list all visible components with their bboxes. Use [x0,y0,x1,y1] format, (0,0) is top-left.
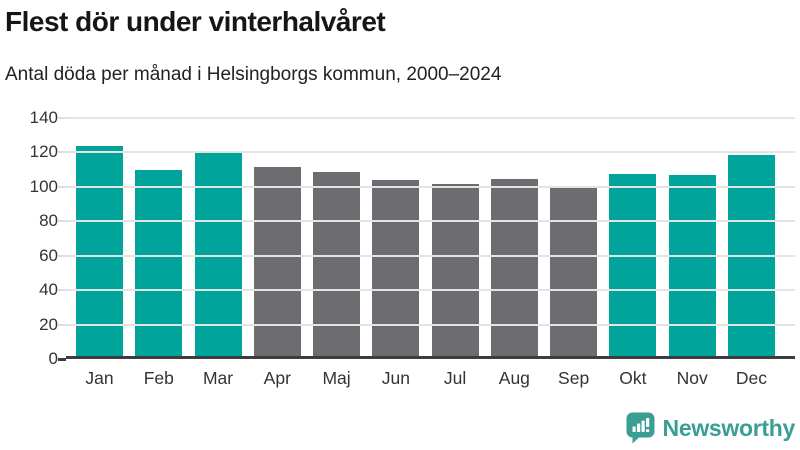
y-axis-label-100: 100 [29,176,58,196]
x-axis-label-mar: Mar [202,368,234,388]
y-axis-label-140: 140 [29,108,58,127]
y-tick-140 [58,117,66,119]
bar-jul [431,184,479,356]
bar-maj [313,172,361,356]
y-tick-40 [58,289,66,292]
x-axis-label-nov: Nov [676,368,708,388]
gridline-40 [66,289,795,292]
x-axis-label-okt: Okt [619,368,647,388]
bar-jan [76,146,123,356]
gridline-120 [66,151,795,154]
gridline-140 [66,117,795,119]
bar-mar [194,151,242,356]
y-tick-60 [58,254,66,257]
gridline-60 [66,254,795,257]
x-axis-labels: Jan Feb Mar Apr Maj Jun Jul Aug Sep Okt Nov Dec [66,368,795,389]
y-axis-label-60: 60 [39,245,58,265]
brand-footer: Newsworthy [626,412,795,444]
x-axis-label-apr: Apr [263,368,291,388]
bar-okt [609,174,657,356]
plot-area [58,117,795,361]
bar-nov [668,175,716,356]
x-axis-label-feb: Feb [143,368,174,388]
y-axis-label-0: 0 [48,349,58,368]
bars-container [66,118,795,356]
brand-name: Newsworthy [662,414,796,441]
y-axis-label-80: 80 [39,211,58,231]
gridline-80 [66,220,795,223]
y-tick-100 [58,185,66,188]
bar-sep [550,187,598,356]
y-axis-label-20: 20 [39,314,58,334]
x-axis-label-jan: Jan [85,368,114,388]
y-tick-20 [58,323,66,326]
x-axis-label-jun: Jun [381,368,410,388]
bar-jun [372,180,420,356]
x-axis-label-dec: Dec [735,368,767,388]
x-axis-label-sep: Sep [558,368,590,388]
bar-apr [253,167,301,356]
newsworthy-logo-icon [626,412,655,444]
bar-feb [135,170,183,356]
x-axis-label-jul: Jul [443,368,467,388]
x-axis-label-maj: Maj [322,368,351,388]
chart-subtitle: Antal döda per månad i Helsingborgs komm… [5,64,502,85]
bar-aug [490,179,538,356]
y-axis-label-120: 120 [29,142,58,162]
gridline-20 [66,323,795,326]
y-axis-label-40: 40 [39,280,58,300]
y-tick-0 [58,358,66,361]
x-axis-label-aug: Aug [498,368,530,388]
y-tick-80 [58,220,66,223]
gridline-100 [66,185,795,188]
chart-title: Flest dör under vinterhalvåret [5,6,386,37]
y-tick-120 [58,151,66,154]
